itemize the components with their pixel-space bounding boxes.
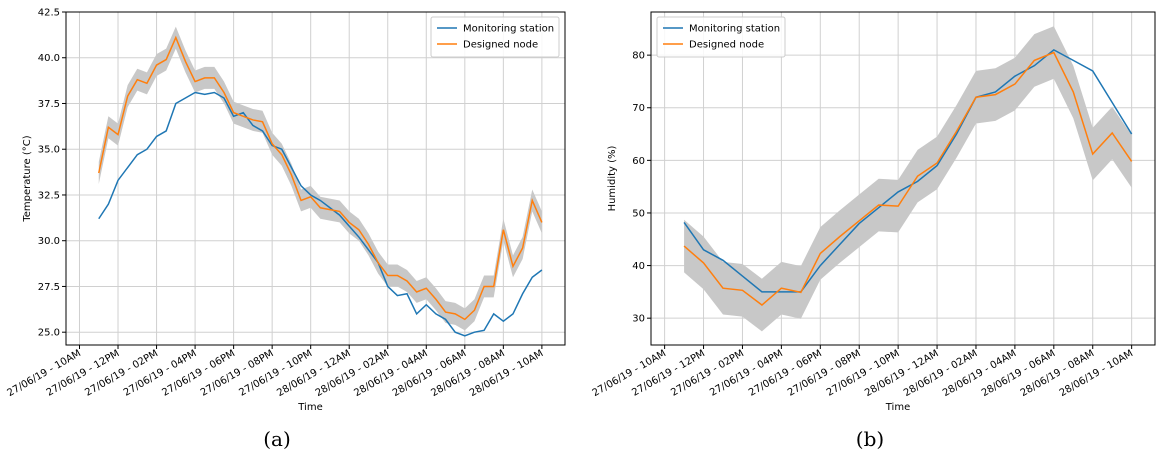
y-tick-label: 30.0 [38,236,60,247]
legend-box [656,16,786,58]
y-tick-label: 25.0 [38,328,60,339]
x-tick-label: 28/06/19 - 10AM [468,348,545,399]
line [98,35,543,321]
y-tick-label: 40 [632,261,645,272]
plot-frame [65,11,566,346]
y-tick-label: 80 [632,51,645,62]
legend-label: Designed node [689,40,764,51]
y-tick-label: 27.5 [38,282,60,293]
caption: (a) [263,427,291,451]
plot-frame [650,11,1156,346]
y-tick-label: 35.0 [38,145,60,156]
y-tick-label: 50 [632,208,645,219]
y-tick-label: 37.5 [38,99,60,110]
legend-label: Monitoring station [463,24,554,35]
y-tick-label: 70 [632,103,645,114]
error-band [98,26,542,331]
x-axis-label: Time [885,402,910,413]
y-tick-label: 60 [632,156,645,167]
error-band [684,26,1132,332]
y-tick-label: 42.5 [38,8,60,19]
legend-box [430,16,560,58]
chart: 25.027.530.032.535.037.540.042.527/06/19… [6,8,566,451]
y-tick-label: 30 [632,314,645,325]
x-axis-label: Time [297,402,322,413]
y-tick-label: 40.0 [38,53,60,64]
legend-label: Designed node [463,40,538,51]
legend-label: Monitoring station [689,24,780,35]
y-axis-label: Humidity (%) [607,145,618,211]
y-axis-label: Temperature (°C) [22,135,33,222]
line [683,48,1133,293]
x-tick-label: 28/06/19 - 10AM [1058,348,1135,399]
line [98,91,543,337]
line [683,51,1133,306]
caption: (b) [856,427,884,451]
y-tick-label: 32.5 [38,190,60,201]
